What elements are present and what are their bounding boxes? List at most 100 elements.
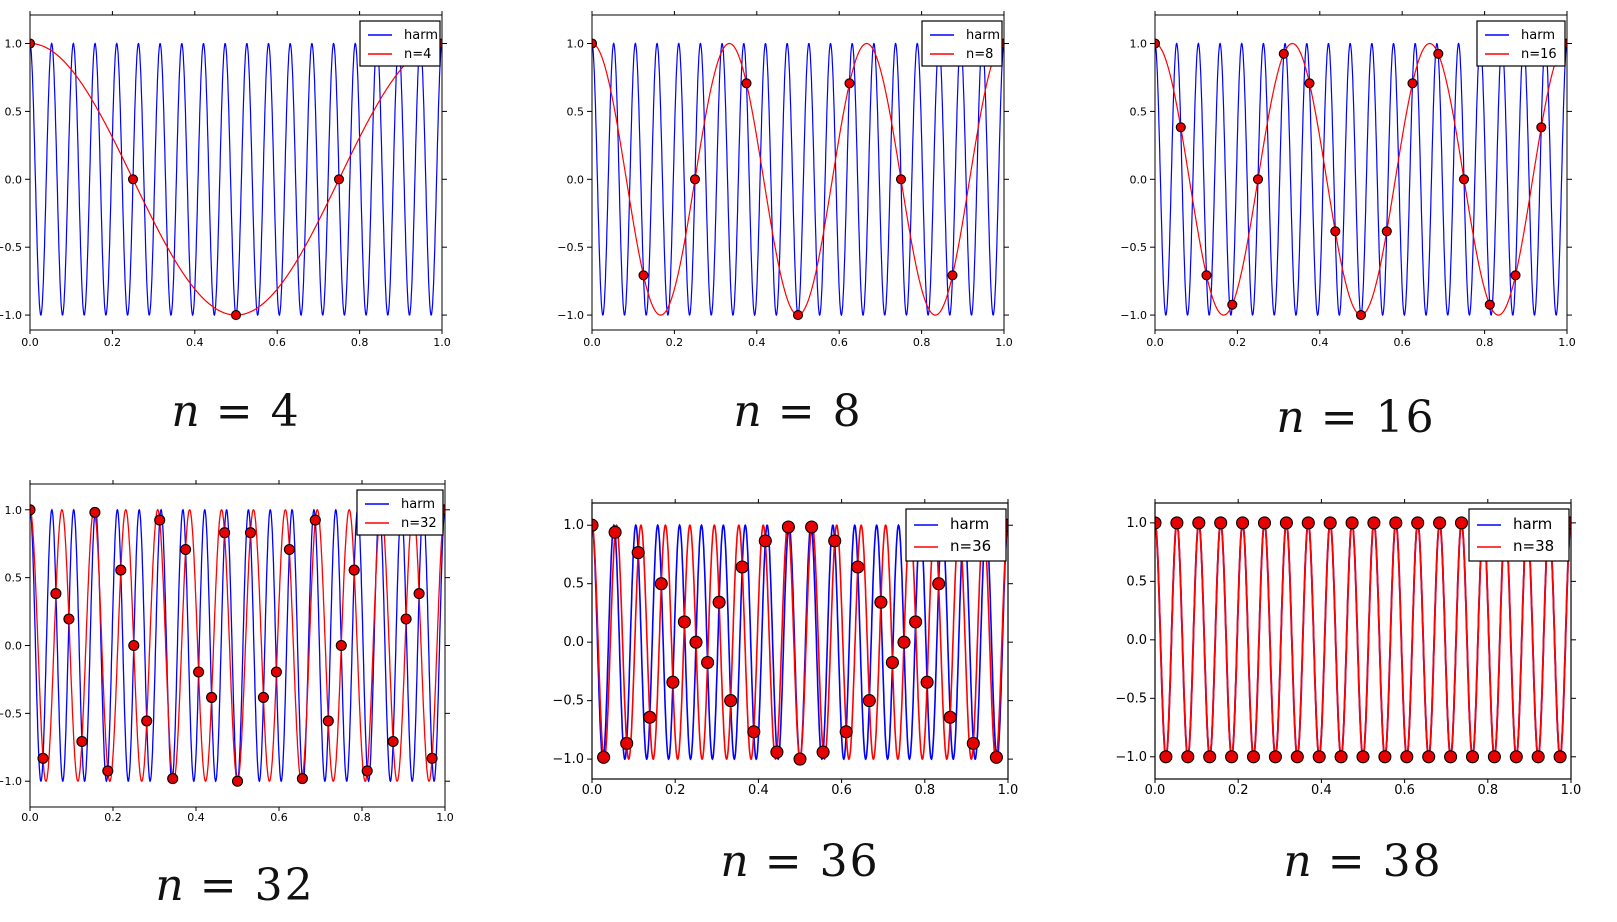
x-tick-label: 0.2 [1228,783,1249,798]
sample-dot [257,691,269,703]
subplot-n16: 0.0 0.2 0.4 0.6 0.8 1.0 −1.0 −0.5 0.0 0.5 1.0 harm n… [1120,11,1576,349]
subplot-n38: 0.0 0.2 0.4 0.6 0.8 1.0 −1.0 −0.5 0.0 0.5 1.0 harm n… [1115,499,1581,798]
y-tick-label: −0.5 [557,241,584,254]
x-tick-label: 0.6 [1393,336,1411,349]
sample-dot [689,635,703,649]
plot-area [30,504,445,787]
legend: harm n=8 [921,20,1003,67]
sample-dot [1355,310,1367,321]
x-tick-label: 0.0 [583,336,601,349]
y-tick-label: −0.5 [0,707,22,720]
sample-dot [1330,226,1341,237]
harmonic-curve [592,42,1004,317]
sample-dot [1312,750,1326,764]
legend-label: n=36 [950,537,991,555]
sample-dot [1345,516,1359,530]
caption-n-4: n = 4 [86,386,386,437]
sample-dot [426,752,438,764]
x-tick-label: 0.4 [748,783,769,798]
caption-value: = 8 [761,386,863,437]
sample-dot [283,543,295,556]
x-tick-label: 0.6 [830,336,848,349]
x-tick-label: 0.0 [21,336,39,349]
sample-dot [1170,516,1184,530]
caption-n-38: n = 38 [1213,836,1513,887]
x-tick-label: 0.6 [270,811,288,824]
sample-dot [1175,122,1186,133]
sample-dot [1531,750,1545,764]
axes-frame [1154,14,1568,331]
x-tick-label: 0.8 [351,336,369,349]
sample-dot [89,506,101,518]
caption-variable: n [171,386,200,437]
harmonic-curve [30,508,445,783]
sample-dot [1378,750,1392,764]
sample-dot [1367,516,1381,530]
sample-dot [844,78,855,89]
caption-value: = 38 [1311,836,1443,887]
sample-dot [1433,516,1447,530]
sample-dot [666,675,680,689]
x-tick-label: 1.0 [998,783,1019,798]
y-tick-label: −0.5 [552,694,584,709]
sample-dot [631,546,645,560]
sample-dot [1214,516,1228,530]
x-tick-label: 0.8 [1476,336,1494,349]
legend-label: n=4 [404,47,431,62]
caption-n-36: n = 36 [650,836,950,887]
sample-dot [127,174,139,185]
y-tick-label: 0.0 [1130,173,1148,186]
legend-label: n=8 [966,47,993,62]
sample-dot [620,736,634,750]
x-tick-label: 1.0 [1558,336,1576,349]
sample-dot [1381,226,1392,237]
x-tick-label: 0.2 [104,336,122,349]
sample-dot [1203,750,1217,764]
axes-frame [591,14,1005,331]
y-tick-label: −0.5 [1120,241,1147,254]
sample-dot [1227,299,1238,310]
sample-dot [1536,122,1547,133]
sample-dot [387,735,399,748]
caption-n-32: n = 32 [85,860,385,911]
x-tick-label: 0.2 [666,336,684,349]
sample-dot [874,595,888,609]
x-tick-label: 1.0 [433,336,451,349]
sample-dot [141,715,153,727]
legend-label: harm [950,515,989,533]
sample-dot [1201,270,1212,281]
sample-dot [895,174,907,185]
sample-dot [348,564,360,576]
x-tick-label: 0.8 [1477,783,1498,798]
x-tick-label: 1.0 [436,811,454,824]
y-tick-label: −1.0 [557,309,584,322]
plot-area [1155,38,1567,321]
sample-dot [230,310,242,321]
harmonic-curve [30,42,442,317]
sample-dot [270,666,282,678]
x-tick-label: 1.0 [995,336,1013,349]
caption-n-16: n = 16 [1206,392,1506,443]
sample-dot [897,635,911,649]
caption-variable: n [155,860,184,911]
x-tick-label: 1.0 [1561,783,1582,798]
x-tick-label: 0.4 [748,336,766,349]
sample-dot [1487,750,1501,764]
legend-label: harm [401,497,435,512]
sample-dot [76,735,88,748]
sample-dot [747,725,761,739]
legend-box [356,489,444,536]
axes-frame [591,502,1009,780]
sample-dot [701,655,715,670]
sample-dot [862,694,876,708]
caption-variable: n [733,386,762,437]
sample-dot [30,38,36,49]
subplot-n4: 0.0 0.2 0.4 0.6 0.8 1.0 −1.0 −0.5 0.0 0.5 1.0 harm n… [0,11,451,349]
y-tick-label: 1.0 [1130,38,1148,51]
sample-dot [1279,516,1293,530]
y-tick-label: −1.0 [0,775,22,788]
sample-dot [638,270,649,281]
sample-dot [128,639,140,652]
x-tick-label: 0.0 [21,811,39,824]
